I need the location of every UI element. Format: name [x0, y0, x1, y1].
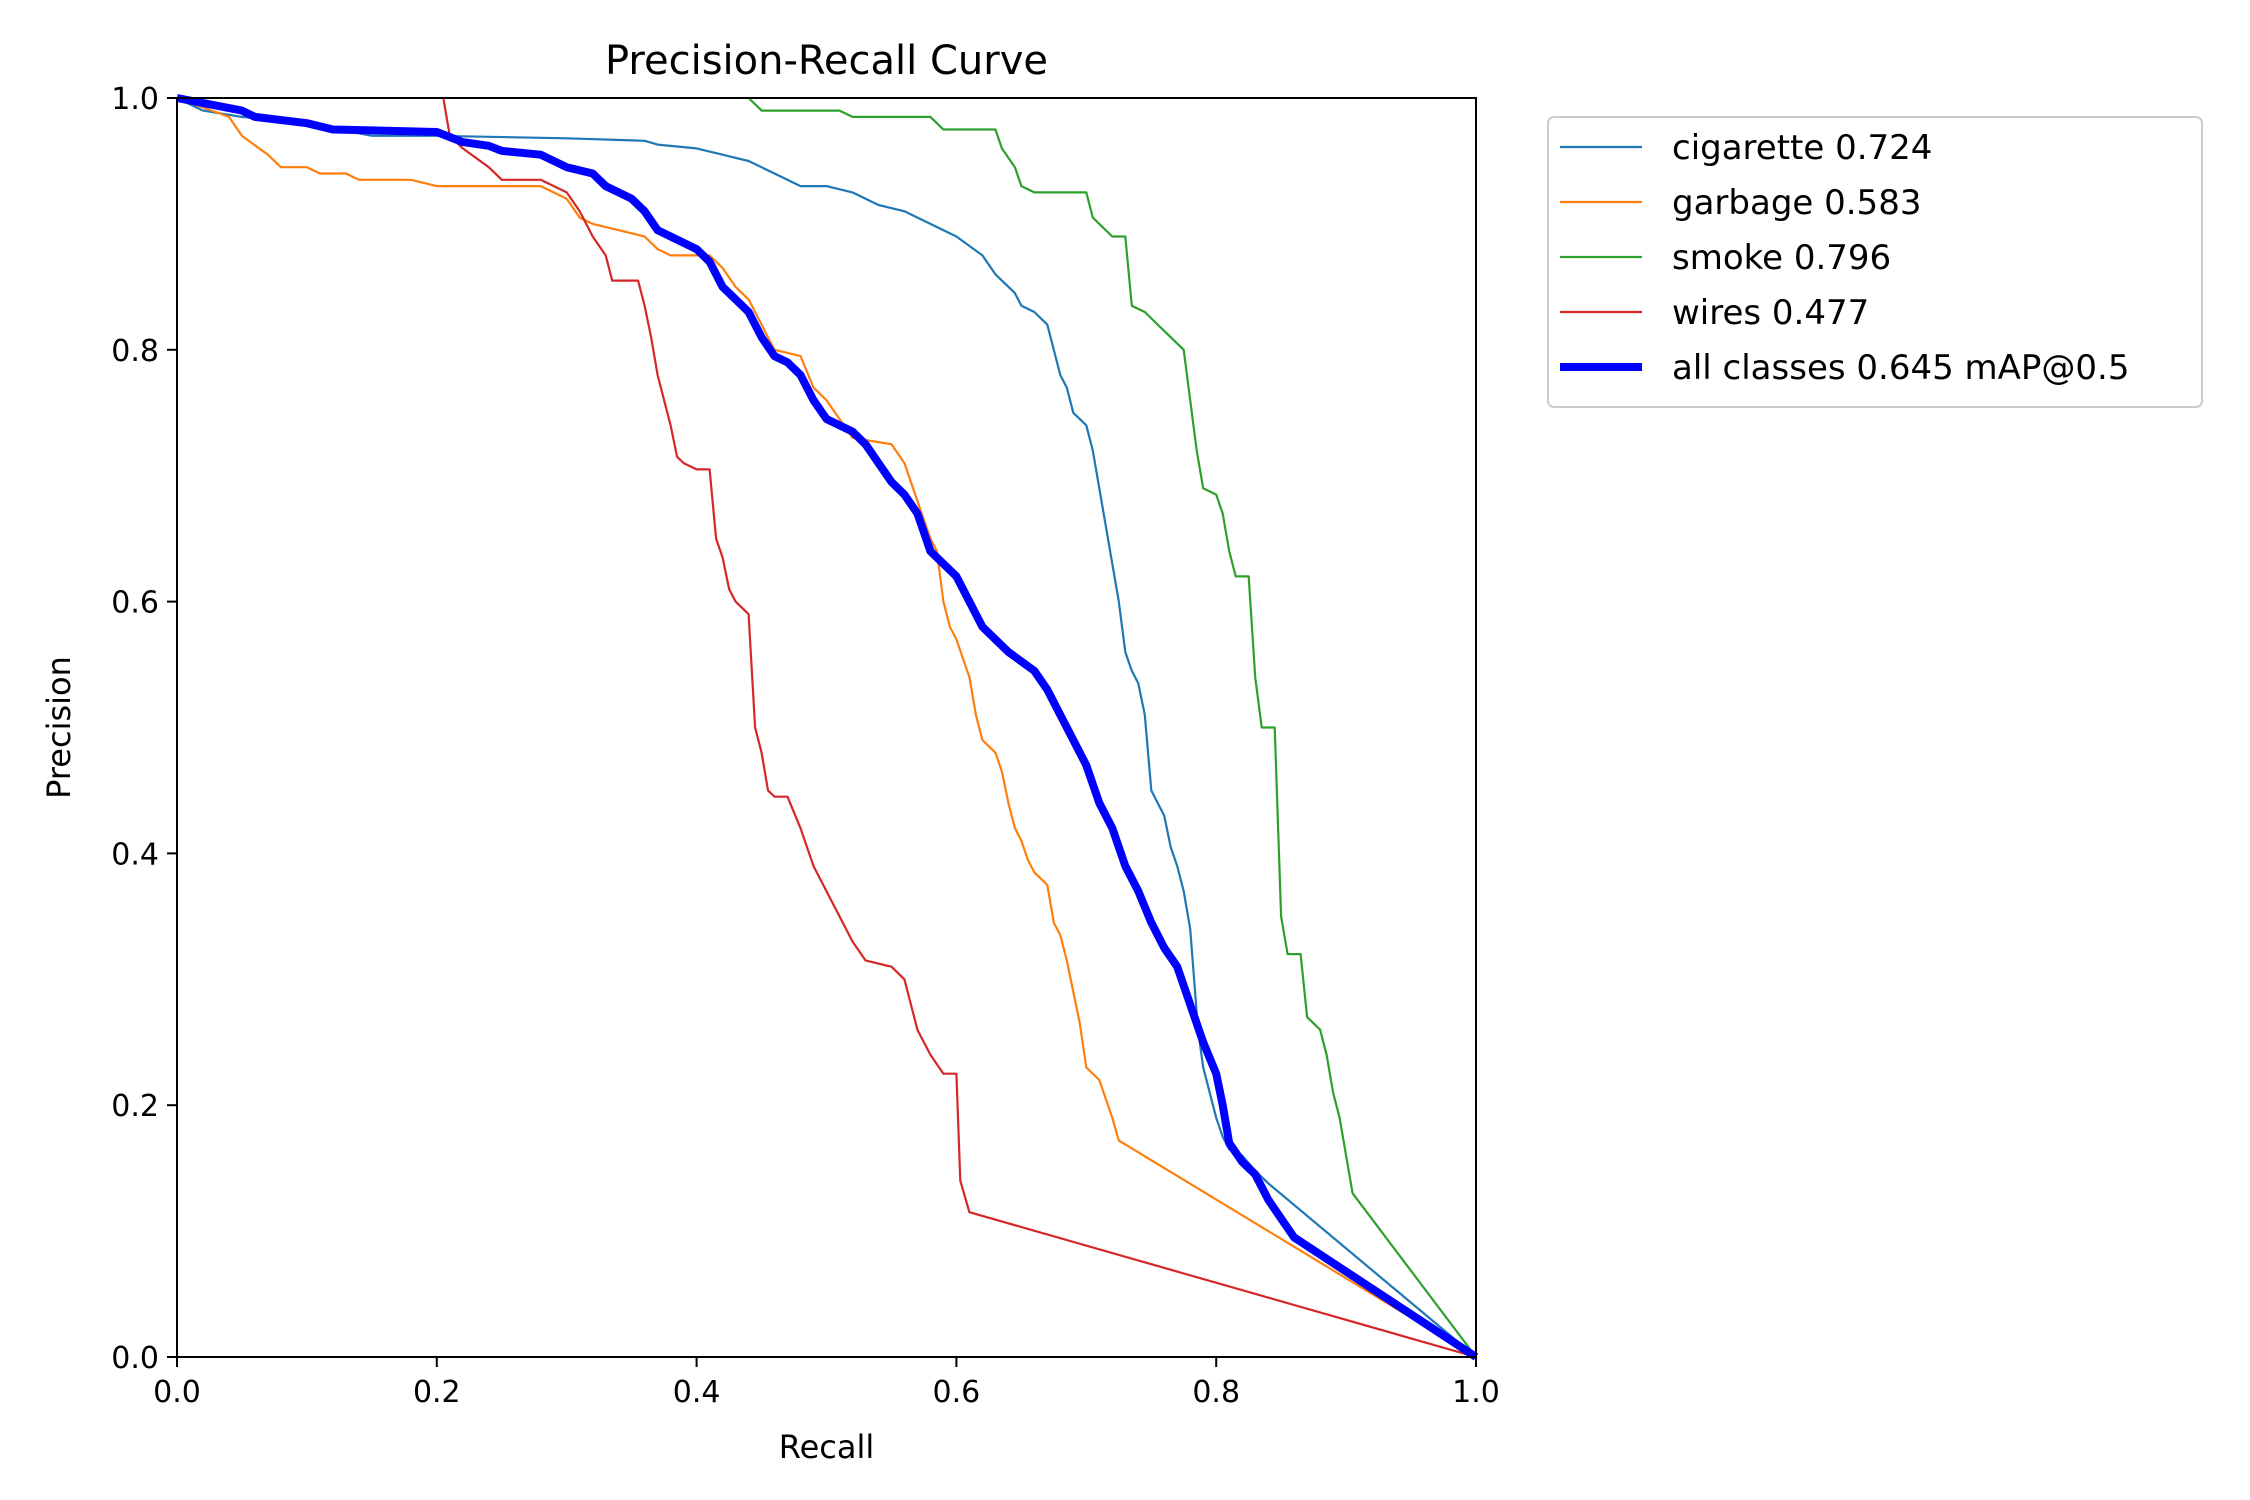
series-line-1: [176, 97, 1477, 1358]
x-axis-label: Recall: [779, 1428, 874, 1466]
x-tick-label: 0.2: [413, 1375, 461, 1410]
legend-label: all classes 0.645 mAP@0.5: [1672, 348, 2129, 388]
x-axis: 0.0 0.2 0.4 0.6 0.8 1.0: [153, 1357, 1500, 1410]
plot-area: [176, 94, 1479, 1361]
series-line-5: [176, 94, 1479, 1361]
x-tick-label: 1.0: [1452, 1375, 1500, 1410]
series-line-2: [176, 96, 1477, 1358]
y-tick-label: 1.0: [111, 82, 159, 117]
y-tick-label: 0.8: [111, 334, 159, 369]
y-tick-label: 0.0: [111, 1341, 159, 1376]
series-layer: [176, 94, 1479, 1361]
x-tick-label: 0.0: [153, 1375, 201, 1410]
legend: cigarette 0.724 garbage 0.583 smoke 0.796 w…: [1547, 116, 2203, 408]
legend-label: cigarette 0.724: [1672, 128, 1932, 168]
y-tick-label: 0.6: [111, 586, 159, 621]
series-line-4: [442, 97, 1477, 1359]
x-tick-label: 0.4: [673, 1375, 721, 1410]
y-axis: 0.0 0.2 0.4 0.6 0.8 1.0: [111, 82, 177, 1376]
y-tick-label: 0.2: [111, 1089, 159, 1124]
legend-label: smoke 0.796: [1672, 238, 1891, 278]
legend-label: garbage 0.583: [1672, 183, 1921, 223]
y-tick-label: 0.4: [111, 837, 159, 872]
plot-frame: [176, 97, 1477, 1358]
x-tick-label: 0.8: [1192, 1375, 1240, 1410]
legend-label: wires 0.477: [1672, 293, 1869, 333]
y-axis-label: Precision: [40, 656, 78, 799]
x-tick-label: 0.6: [933, 1375, 981, 1410]
series-line-3: [747, 97, 1477, 1358]
legend-box: [1547, 116, 2203, 408]
chart-title: Precision-Recall Curve: [605, 38, 1048, 84]
